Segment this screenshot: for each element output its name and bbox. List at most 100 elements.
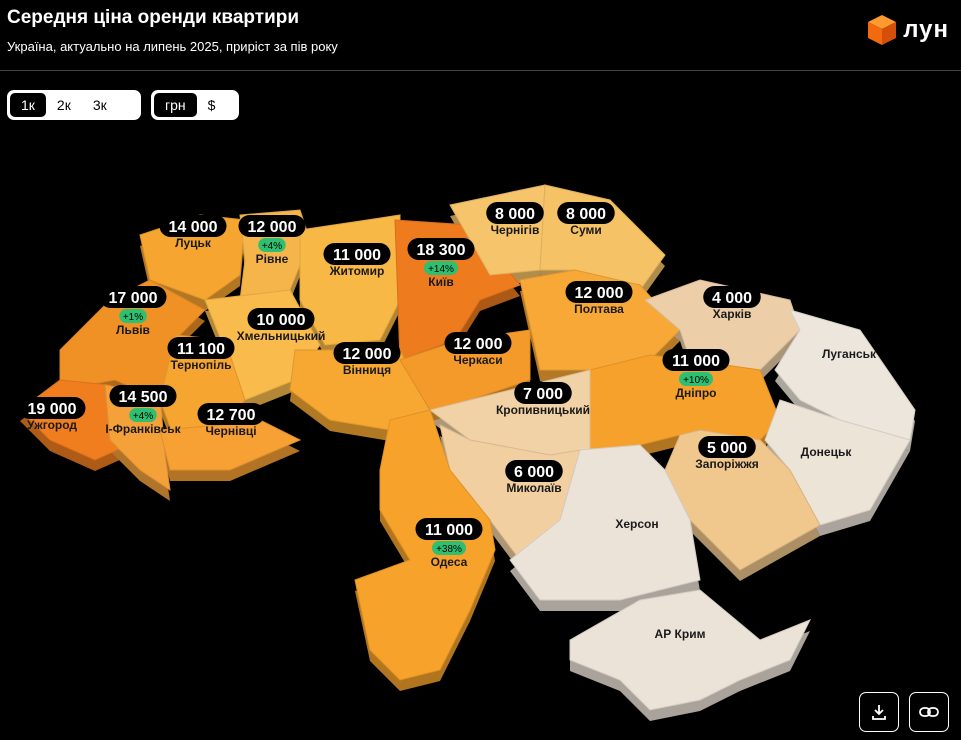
region-name: Київ: [428, 275, 453, 289]
change: +4%: [133, 411, 153, 422]
price-badge: [323, 243, 391, 265]
price: 12 000: [343, 346, 392, 363]
change-badge: [679, 372, 713, 386]
region[interactable]: [519, 269, 681, 371]
change: +4%: [262, 241, 282, 252]
price: 4 000: [712, 290, 752, 307]
region-name: Черкаси: [453, 353, 502, 367]
price: 7 000: [523, 386, 563, 403]
region-name: Полтава: [574, 302, 624, 316]
price-badge: [514, 382, 572, 404]
price-badge: [159, 215, 227, 237]
price-badge: [698, 436, 756, 458]
region-name: Хмельницький: [237, 329, 326, 343]
title: Середня ціна оренди квартири: [7, 7, 300, 28]
link-button[interactable]: [909, 692, 949, 732]
subtitle: Україна, актуально на липень 2025, прирі…: [7, 39, 338, 54]
price: 12 000: [575, 285, 624, 302]
price-badge: [333, 342, 401, 364]
price: 6 000: [514, 464, 554, 481]
price: 18 300: [417, 242, 466, 259]
region-name: Рівне: [256, 252, 289, 266]
price-badge: [505, 460, 563, 482]
download-button[interactable]: [859, 692, 899, 732]
price: 11 000: [333, 247, 381, 264]
region-name: Чернівці: [205, 424, 256, 438]
region[interactable]: [569, 589, 812, 711]
logo-cube: [868, 15, 897, 45]
region[interactable]: [354, 409, 496, 681]
change-badge: [258, 238, 286, 252]
region-name: Суми: [570, 223, 601, 237]
region-name: Одеса: [431, 555, 468, 569]
change: +10%: [683, 375, 709, 386]
price: 14 500: [119, 389, 168, 406]
toggle-option[interactable]: 1к: [10, 93, 46, 117]
change: +38%: [436, 544, 462, 555]
price: 11 100: [177, 341, 225, 358]
download-icon: [872, 705, 886, 720]
price-badge: [99, 286, 167, 308]
change-badge: [129, 408, 157, 422]
region-name: Ужгород: [27, 418, 77, 432]
price: 12 000: [248, 219, 297, 236]
region-name: Тернопіль: [171, 358, 232, 372]
price: 8 000: [566, 206, 606, 223]
region-name: І-Франківськ: [105, 422, 181, 436]
change-badge: [432, 541, 466, 555]
price-badge: [238, 215, 306, 237]
logo-text: лун: [903, 16, 949, 43]
price: 14 000: [169, 219, 218, 236]
price-badge: [167, 337, 235, 359]
change-badge: [424, 261, 458, 275]
region-name: Запоріжжя: [695, 457, 758, 471]
region-name: Миколаїв: [506, 481, 561, 495]
price-badge: [197, 403, 265, 425]
price-badge: [407, 238, 475, 260]
price-badge: [486, 202, 544, 224]
region-name: АР Крим: [655, 627, 706, 641]
toggle-option[interactable]: $: [207, 97, 216, 113]
divider: [0, 70, 961, 71]
region-name: Луганськ: [822, 347, 877, 361]
region[interactable]: [644, 279, 801, 371]
price-badge: [557, 202, 615, 224]
price: 8 000: [495, 206, 535, 223]
region-name: Кропивницький: [496, 403, 590, 417]
price-badge: [18, 397, 86, 419]
toggle-option[interactable]: 2к: [56, 97, 71, 113]
price: 11 000: [672, 353, 720, 370]
price: 17 000: [109, 290, 158, 307]
toggle-option[interactable]: грн: [154, 93, 197, 117]
map-regions: [19, 184, 916, 711]
region-name: Донецьк: [801, 445, 853, 459]
price-badge: [703, 286, 761, 308]
price-badge: [662, 349, 730, 371]
price-badge: [444, 332, 512, 354]
price-badge: [415, 518, 483, 540]
region-name: Житомир: [329, 264, 385, 278]
change: +14%: [428, 264, 454, 275]
region-name: Луцьк: [175, 236, 212, 250]
region-name: Львів: [116, 323, 150, 337]
region-name: Вінниця: [343, 363, 391, 377]
currency-toggle: грн $: [151, 90, 239, 120]
change: +1%: [123, 312, 143, 323]
price: 5 000: [707, 440, 747, 457]
toggle-option[interactable]: 3к: [92, 97, 107, 113]
logo[interactable]: лун: [867, 14, 949, 46]
change-badge: [119, 309, 147, 323]
region-name: Чернігів: [491, 223, 540, 237]
price-badge: [565, 281, 633, 303]
price: 12 700: [207, 407, 256, 424]
region[interactable]: [509, 444, 701, 601]
price: 11 000: [425, 522, 473, 539]
region-name: Херсон: [615, 517, 658, 531]
region[interactable]: [299, 214, 401, 346]
link-icon: [919, 707, 939, 717]
price: 10 000: [257, 312, 306, 329]
region-name: Дніпро: [675, 386, 716, 400]
